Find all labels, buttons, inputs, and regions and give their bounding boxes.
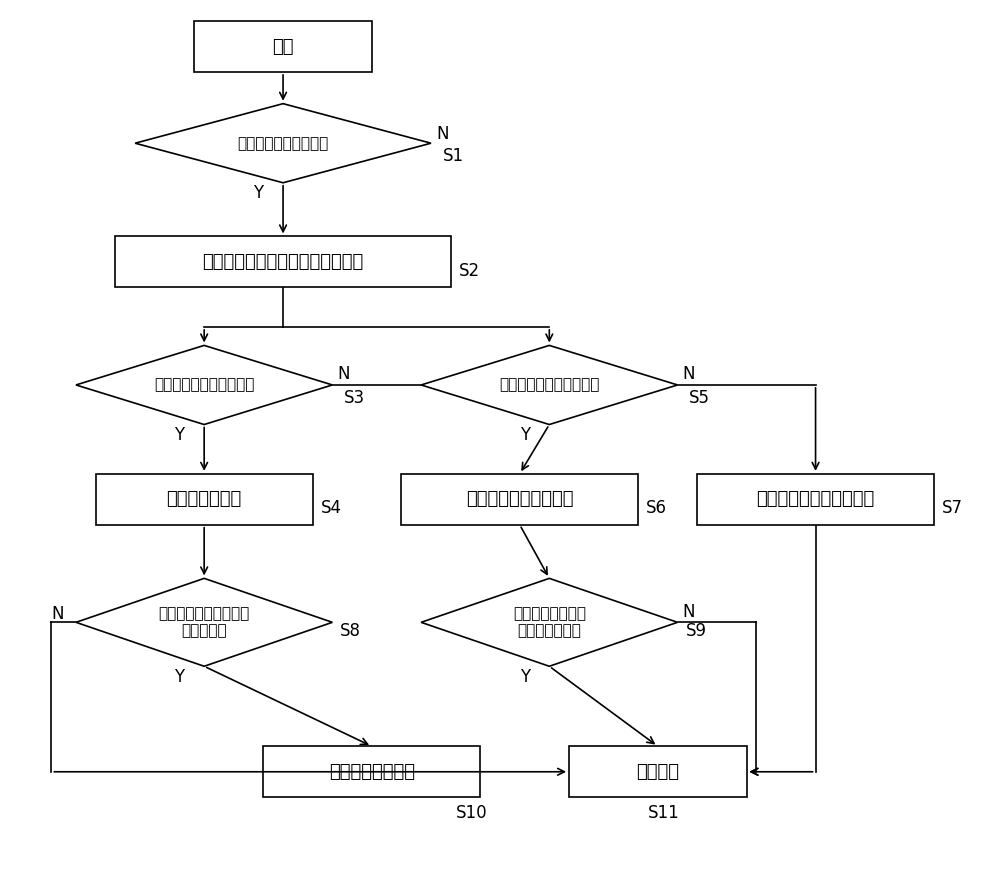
- Text: S4: S4: [321, 499, 342, 517]
- Text: S5: S5: [689, 389, 710, 407]
- Text: S11: S11: [648, 804, 680, 822]
- Text: 第二预设时间内二
级故障是否消除: 第二预设时间内二 级故障是否消除: [513, 606, 586, 638]
- Text: S7: S7: [942, 499, 963, 517]
- Text: 开始: 开始: [272, 38, 294, 55]
- Text: Y: Y: [253, 184, 263, 203]
- Text: 系统进入故障恢复状态: 系统进入故障恢复状态: [466, 490, 573, 508]
- Text: S10: S10: [456, 804, 487, 822]
- Text: N: N: [337, 365, 350, 383]
- Text: Y: Y: [520, 668, 530, 686]
- FancyBboxPatch shape: [96, 474, 313, 525]
- Text: 判定故障级别为三级故障: 判定故障级别为三级故障: [756, 490, 875, 508]
- Text: S2: S2: [459, 262, 480, 280]
- FancyBboxPatch shape: [115, 237, 451, 288]
- Text: S8: S8: [340, 622, 361, 640]
- Text: 系统带故障运行: 系统带故障运行: [167, 490, 242, 508]
- Polygon shape: [421, 346, 678, 424]
- FancyBboxPatch shape: [194, 21, 372, 72]
- Text: N: N: [52, 605, 64, 622]
- Polygon shape: [76, 346, 332, 424]
- Text: 第一预设时间内一级故
障是否消除: 第一预设时间内一级故 障是否消除: [159, 606, 250, 638]
- Text: S9: S9: [685, 622, 706, 640]
- Text: Y: Y: [174, 668, 185, 686]
- Text: 系统恢复正常运行: 系统恢复正常运行: [329, 763, 415, 780]
- Text: S1: S1: [443, 147, 464, 165]
- Text: Y: Y: [520, 426, 530, 444]
- Polygon shape: [421, 579, 678, 666]
- Text: S3: S3: [344, 389, 365, 407]
- FancyBboxPatch shape: [569, 747, 747, 797]
- Text: 检测是否存在系统故障: 检测是否存在系统故障: [237, 136, 329, 151]
- Text: 故障级别是否为一级故障: 故障级别是否为一级故障: [154, 378, 254, 392]
- Polygon shape: [76, 579, 332, 666]
- Polygon shape: [135, 104, 431, 183]
- Text: Y: Y: [174, 426, 185, 444]
- FancyBboxPatch shape: [697, 474, 934, 525]
- Text: 获取系统故障信息并确定故障级别: 获取系统故障信息并确定故障级别: [202, 253, 364, 271]
- Text: 系统关断: 系统关断: [636, 763, 679, 780]
- Text: 故障级别是否为二级故障: 故障级别是否为二级故障: [499, 378, 599, 392]
- Text: S6: S6: [646, 499, 667, 517]
- FancyBboxPatch shape: [401, 474, 638, 525]
- FancyBboxPatch shape: [263, 747, 480, 797]
- Text: N: N: [436, 125, 448, 144]
- Text: N: N: [682, 603, 695, 621]
- Text: N: N: [682, 365, 695, 383]
